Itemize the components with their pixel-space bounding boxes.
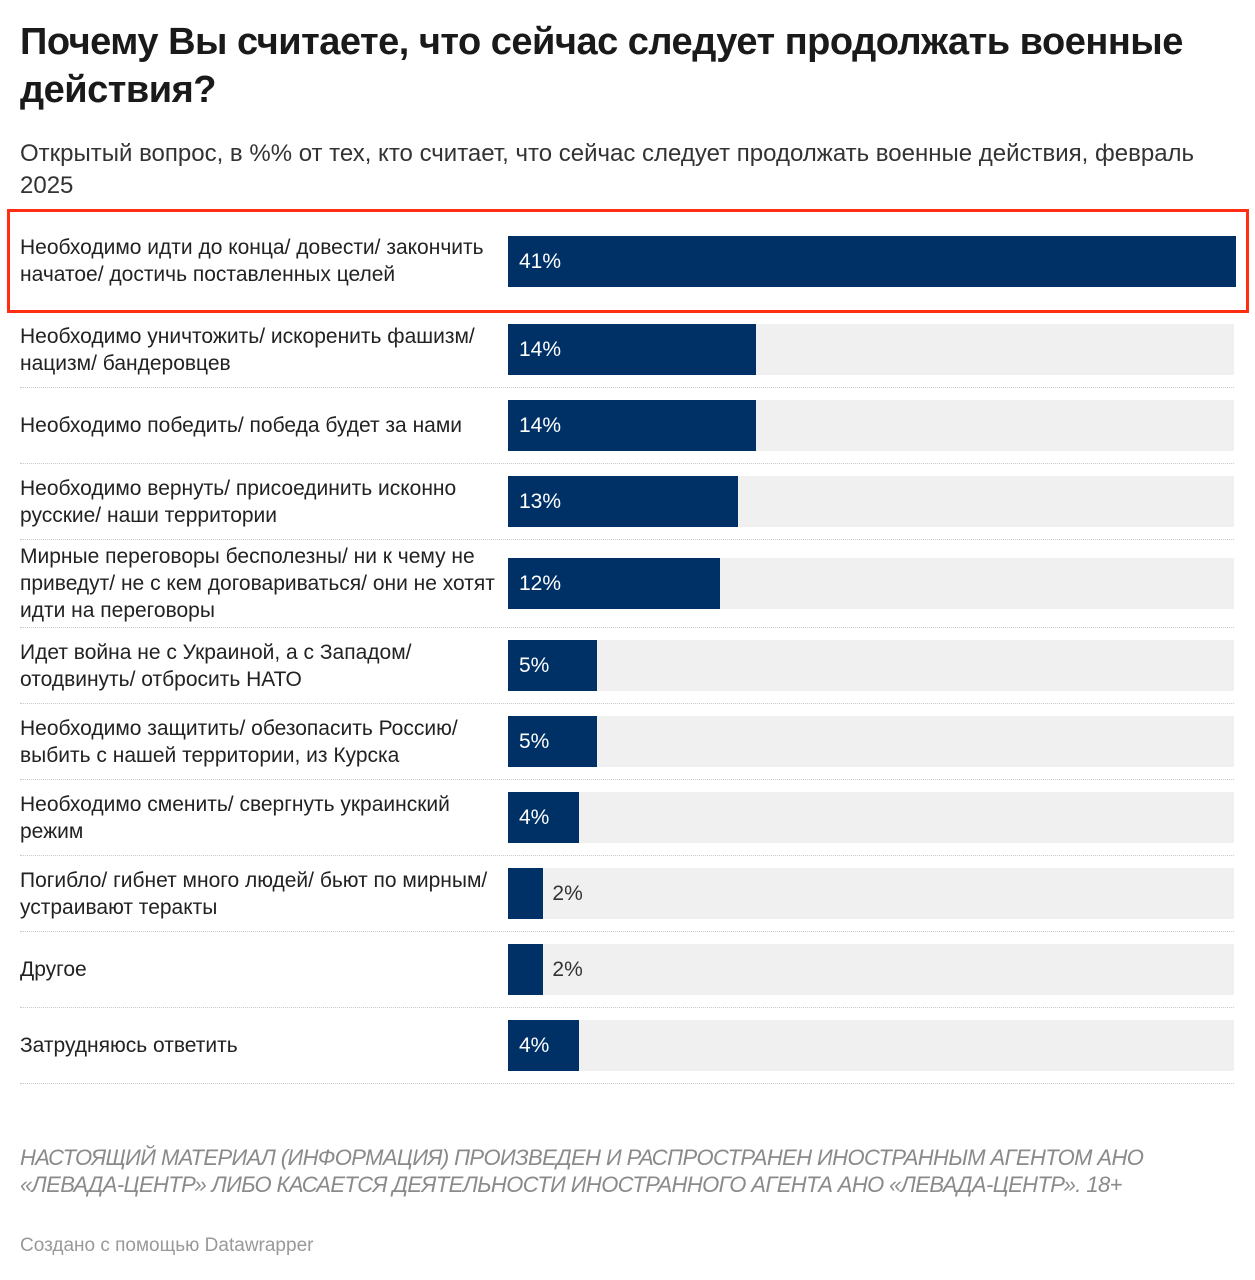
category-label: Необходимо идти до конца/ довести/ закон… [20, 236, 484, 286]
chart-subtitle: Открытый вопрос, в %% от тех, кто считае… [20, 140, 1195, 199]
bar-track: 2% [508, 868, 1234, 919]
category-label: Другое [20, 958, 87, 981]
chart-row: Необходимо уничтожить/ искоренить фашизм… [20, 312, 1234, 388]
category-label: Идет война не с Украиной, а с Западом/ о… [20, 640, 412, 691]
value-label: 13% [519, 490, 562, 513]
chart-title: Почему Вы считаете, что сейчас следует п… [20, 21, 1183, 111]
bar-track: 4% [508, 1020, 1234, 1071]
bar [508, 792, 579, 843]
bar [508, 400, 756, 451]
bar-track: 14% [508, 324, 1234, 375]
category-label: Необходимо вернуть/ присоединить исконно… [20, 476, 457, 527]
bar [508, 235, 1236, 287]
chart-row: Идет война не с Украиной, а с Западом/ о… [20, 628, 1234, 704]
bar-track: 5% [508, 716, 1234, 767]
category-label: Затрудняюсь ответить [20, 1034, 238, 1057]
bar [508, 868, 544, 919]
bar [508, 716, 597, 767]
chart-row: Погибло/ гибнет много людей/ бьют по мир… [20, 856, 1234, 932]
value-label: 14% [519, 414, 562, 437]
bar [508, 476, 739, 527]
value-label: 4% [519, 806, 550, 829]
chart-row: Необходимо победить/ победа будет за нам… [20, 388, 1234, 464]
chart-row-highlighted: Необходимо идти до конца/ довести/ закон… [7, 209, 1249, 313]
value-label: 5% [519, 654, 550, 677]
category-label: Погибло/ гибнет много людей/ бьют по мир… [20, 868, 488, 919]
bar [508, 558, 721, 609]
datawrapper-credit[interactable]: Создано с помощью Datawrapper [20, 1235, 314, 1256]
category-label: Необходимо защитить/ обезопасить Россию/… [20, 716, 458, 767]
value-label: 4% [519, 1034, 550, 1057]
chart-row: Необходимо сменить/ свергнуть украинский… [20, 780, 1234, 856]
foreign-agent-note: НАСТОЯЩИЙ МАТЕРИАЛ (ИНФОРМАЦИЯ) ПРОИЗВЕД… [20, 1145, 1144, 1197]
bar-chart: Необходимо идти до конца/ довести/ закон… [7, 209, 1249, 1084]
category-label: Необходимо уничтожить/ искоренить фашизм… [20, 324, 475, 375]
bar [508, 944, 544, 995]
category-label: Мирные переговоры бесполезны/ ни к чему … [20, 545, 495, 622]
bar-track: 12% [508, 558, 1234, 609]
bar [508, 324, 756, 375]
chart-row: Необходимо вернуть/ присоединить исконно… [20, 464, 1234, 540]
value-label: 5% [519, 730, 550, 753]
bar [508, 1020, 579, 1071]
bar [508, 640, 597, 691]
category-label: Необходимо победить/ победа будет за нам… [20, 414, 463, 437]
category-label: Необходимо сменить/ свергнуть украинский… [20, 792, 450, 843]
chart-row: Другое 2% [20, 932, 1234, 1008]
bar-track: 14% [508, 400, 1234, 451]
value-label: 14% [519, 338, 562, 361]
bar-track: 13% [508, 476, 1234, 527]
bar-track: 2% [508, 944, 1234, 995]
value-label: 2% [552, 958, 583, 981]
chart-row: Затрудняюсь ответить 4% [20, 1008, 1234, 1084]
chart-row: Необходимо защитить/ обезопасить Россию/… [20, 704, 1234, 780]
bar-track: 5% [508, 640, 1234, 691]
bar-track: 41% [508, 235, 1236, 287]
value-label: 12% [519, 572, 562, 595]
value-label: 2% [552, 882, 583, 905]
value-label: 41% [519, 249, 562, 273]
chart-row: Мирные переговоры бесполезны/ ни к чему … [20, 540, 1234, 628]
bar-track: 4% [508, 792, 1234, 843]
